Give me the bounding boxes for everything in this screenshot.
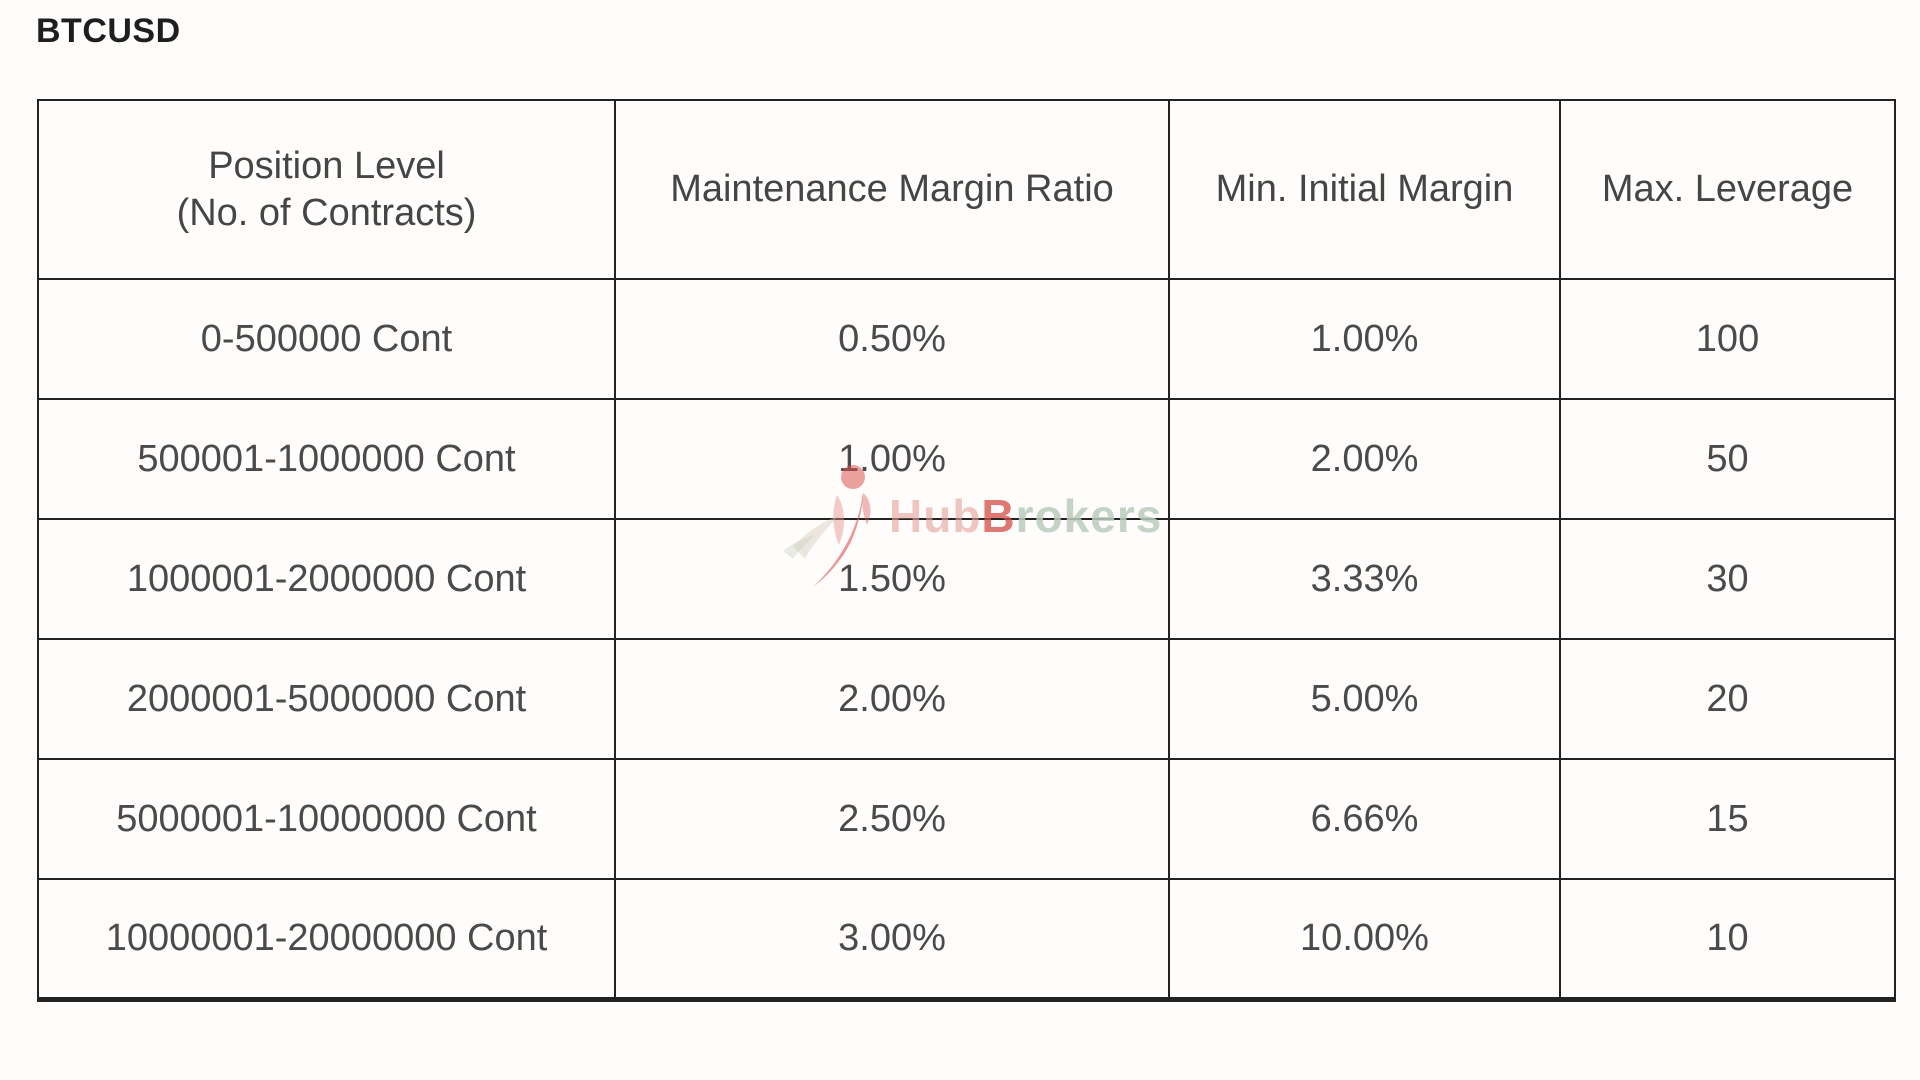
- column-header-position-level: Position Level (No. of Contracts): [37, 99, 616, 280]
- cell-max-leverage: 15: [1559, 758, 1896, 880]
- cell-position-level: 500001-1000000 Cont: [37, 398, 616, 520]
- cell-maintenance-margin: 2.00%: [614, 638, 1170, 760]
- cell-position-level: 0-500000 Cont: [37, 278, 616, 400]
- column-header-max-leverage: Max. Leverage: [1559, 99, 1896, 280]
- cell-max-leverage: 20: [1559, 638, 1896, 760]
- cell-maintenance-margin: 1.50%: [614, 518, 1170, 640]
- cell-min-initial-margin: 5.00%: [1168, 638, 1561, 760]
- cell-min-initial-margin: 1.00%: [1168, 278, 1561, 400]
- cell-position-level: 5000001-10000000 Cont: [37, 758, 616, 880]
- cell-min-initial-margin: 10.00%: [1168, 878, 1561, 1002]
- column-header-maintenance-margin: Maintenance Margin Ratio: [614, 99, 1170, 280]
- header-position-level-line2: (No. of Contracts): [176, 191, 477, 234]
- cell-max-leverage: 100: [1559, 278, 1896, 400]
- table-row: 5000001-10000000 Cont 2.50% 6.66% 15: [37, 758, 1896, 880]
- cell-position-level: 10000001-20000000 Cont: [37, 878, 616, 1002]
- table-row: 1000001-2000000 Cont 1.50% 3.33% 30: [37, 518, 1896, 640]
- cell-maintenance-margin: 1.00%: [614, 398, 1170, 520]
- cell-maintenance-margin: 2.50%: [614, 758, 1170, 880]
- table-row: 500001-1000000 Cont 1.00% 2.00% 50: [37, 398, 1896, 520]
- table-row: 10000001-20000000 Cont 3.00% 10.00% 10: [37, 878, 1896, 1002]
- cell-maintenance-margin: 3.00%: [614, 878, 1170, 1002]
- cell-min-initial-margin: 3.33%: [1168, 518, 1561, 640]
- table-row: 2000001-5000000 Cont 2.00% 5.00% 20: [37, 638, 1896, 760]
- margin-requirements-table: Position Level (No. of Contracts) Mainte…: [37, 99, 1896, 1002]
- page-title: BTCUSD: [36, 12, 181, 50]
- cell-position-level: 1000001-2000000 Cont: [37, 518, 616, 640]
- cell-maintenance-margin: 0.50%: [614, 278, 1170, 400]
- cell-max-leverage: 30: [1559, 518, 1896, 640]
- column-header-min-initial-margin: Min. Initial Margin: [1168, 99, 1561, 280]
- cell-min-initial-margin: 6.66%: [1168, 758, 1561, 880]
- cell-max-leverage: 10: [1559, 878, 1896, 1002]
- table-row: 0-500000 Cont 0.50% 1.00% 100: [37, 278, 1896, 400]
- cell-min-initial-margin: 2.00%: [1168, 398, 1561, 520]
- cell-max-leverage: 50: [1559, 398, 1896, 520]
- cell-position-level: 2000001-5000000 Cont: [37, 638, 616, 760]
- header-row: Position Level (No. of Contracts) Mainte…: [37, 99, 1896, 280]
- header-position-level-line1: Position Level: [208, 145, 445, 188]
